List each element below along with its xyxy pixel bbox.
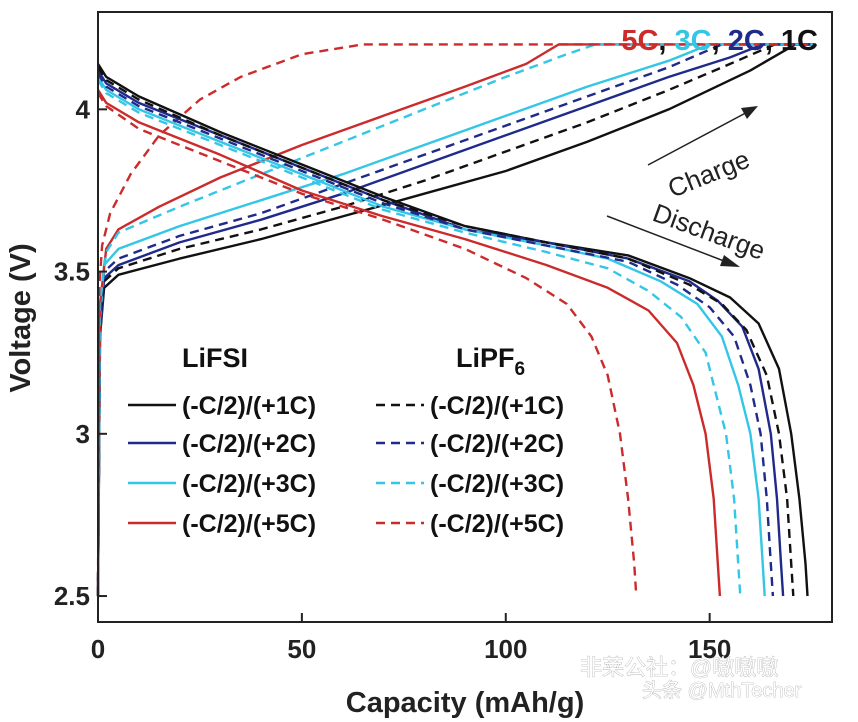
watermark-line-2: 头条 @MthTecher <box>642 679 802 702</box>
legend-label-lifsi-3c: (-C/2)/(+3C) <box>182 470 316 498</box>
x-axis-title: Capacity (mAh/g) <box>346 687 584 719</box>
rate-label-5c: 5C <box>621 25 658 57</box>
legend-label-lifsi-5c: (-C/2)/(+5C) <box>182 510 316 538</box>
watermark-line-1: 非莱公社：@嗷嗷嗷 <box>580 655 778 680</box>
legend-label-lifsi-2c: (-C/2)/(+2C) <box>182 430 316 458</box>
x-tick-label: 50 <box>287 634 316 664</box>
discharge-arrowhead <box>720 255 740 267</box>
y-tick-label: 2.5 <box>54 581 90 611</box>
series-line-lifsi-charge-2c <box>96 43 816 597</box>
discharge-arrow <box>606 215 738 267</box>
legend: LiFSI LiPF6 (-C/2)/(+1C) (-C/2)/(+2C) (-… <box>128 343 564 538</box>
legend-title-lipf6: LiPF6 <box>456 343 525 380</box>
legend-label-lipf6-1c: (-C/2)/(+1C) <box>430 392 564 420</box>
x-tick-label: 150 <box>688 634 731 664</box>
legend-title-lipf6-base: LiPF <box>456 343 515 373</box>
rate-label-sep-1: , <box>658 25 674 57</box>
rate-label-1c: , 1C <box>765 25 818 57</box>
series-line-lipf6-charge-3c <box>96 43 816 597</box>
rate-label-3c: 3C <box>675 25 712 57</box>
legend-title-lifsi: LiFSI <box>182 343 248 373</box>
ticks-layer: 0 50 100 150 2.5 3 3.5 4 <box>54 94 732 664</box>
legend-label-lifsi-1c: (-C/2)/(+1C) <box>182 392 316 420</box>
legend-title-lipf6-subscript: 6 <box>515 359 526 380</box>
legend-label-lipf6-5c: (-C/2)/(+5C) <box>430 510 564 538</box>
x-tick-label: 100 <box>484 634 527 664</box>
plot-frame <box>97 11 833 623</box>
curves-layer <box>96 43 816 597</box>
rate-label-2c: 2C <box>728 25 765 57</box>
charge-arrowhead <box>741 106 758 119</box>
rate-label-sep-2: , <box>712 25 728 57</box>
series-line-lipf6-discharge-1c <box>96 66 795 597</box>
series-line-lipf6-discharge-2c <box>96 72 775 597</box>
y-axis-title: Voltage (V) <box>5 243 37 392</box>
series-line-lifsi-charge-1c <box>96 43 816 597</box>
legend-label-lipf6-2c: (-C/2)/(+2C) <box>430 430 564 458</box>
series-line-lifsi-discharge-5c <box>96 89 722 597</box>
series-line-lipf6-discharge-3c <box>96 79 742 597</box>
y-tick-label: 4 <box>76 94 91 124</box>
series-line-lipf6-discharge-5c <box>96 92 638 597</box>
series-line-lipf6-charge-1c <box>96 43 816 597</box>
series-line-lipf6-charge-5c <box>96 43 816 597</box>
y-tick-label: 3 <box>76 419 90 449</box>
charge-arrow <box>647 107 756 166</box>
y-tick-label: 3.5 <box>54 257 90 287</box>
x-tick-label: 0 <box>91 634 105 664</box>
legend-label-lipf6-3c: (-C/2)/(+3C) <box>430 470 564 498</box>
series-line-lifsi-discharge-1c <box>96 63 809 597</box>
rate-labels: 5C, 3C, 2C, 1C <box>621 25 818 57</box>
